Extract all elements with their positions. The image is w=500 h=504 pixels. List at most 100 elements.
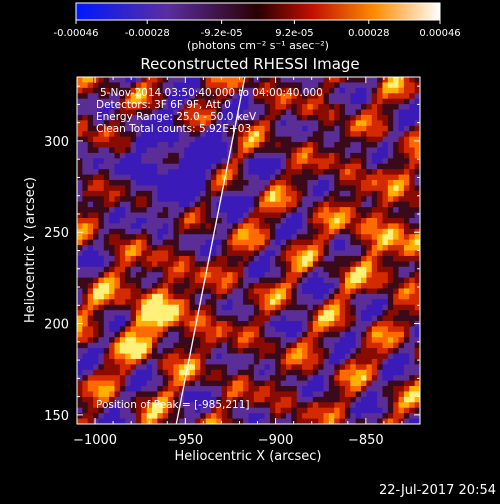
heatmap-cell [173,142,180,148]
heatmap-cell [334,109,341,116]
heatmap-cell [87,169,94,175]
heatmap-cell [194,277,201,284]
heatmap-cell [82,386,89,392]
heatmap-cell [184,261,190,268]
heatmap-cell [264,152,271,159]
heatmap-cell [141,315,148,322]
heatmap-cell [237,109,244,116]
heatmap-cell [409,185,416,192]
heatmap-cell [189,320,196,327]
heatmap-cell [248,185,255,192]
heatmap-cell [178,358,185,365]
heatmap-cell [307,174,314,181]
heatmap-cell [366,353,373,360]
heatmap-cell [291,163,298,170]
heatmap-cell [93,169,99,175]
heatmap-cell [130,326,137,333]
heatmap-cell [216,288,223,295]
heatmap-cell [227,93,233,100]
heatmap-cell [114,348,121,354]
heatmap-cell [109,326,115,333]
heatmap-cell [237,288,244,295]
heatmap-cell [232,413,239,419]
heatmap-cell [355,93,362,100]
heatmap-cell [355,369,362,376]
heatmap-cell [253,196,260,203]
heatmap-cell [157,375,164,382]
heatmap-cell [200,109,207,116]
heatmap-cell [296,136,303,143]
heatmap-cell [168,375,174,382]
heatmap-cell [82,185,89,192]
heatmap-cell [130,136,137,143]
heatmap-cell [318,277,324,284]
heatmap-cell [259,152,265,159]
heatmap-cell [393,196,399,203]
heatmap-cell [328,201,335,208]
heatmap-cell [323,277,330,284]
heatmap-cell [119,109,126,116]
heatmap-cell [382,342,389,349]
heatmap-cell [77,120,83,127]
heatmap-cell [296,391,303,398]
heatmap-cell [280,396,287,403]
heatmap-cell [194,77,201,83]
heatmap-cell [403,120,410,127]
heatmap-cell [318,402,324,409]
heatmap-cell [109,255,115,262]
heatmap-cell [275,353,282,360]
heatmap-cell [119,212,126,219]
heatmap-cell [205,109,212,116]
heatmap-cell [248,245,255,251]
heatmap-cell [205,185,212,192]
heatmap-cell [387,326,394,333]
heatmap-cell [227,109,233,116]
heatmap-cell [339,407,346,414]
heatmap-cell [296,125,303,132]
heatmap-cell [403,245,410,251]
heatmap-cell [339,131,346,138]
heatmap-cell [87,109,94,116]
heatmap-cell [371,407,378,414]
heatmap-cell [334,207,341,213]
heatmap-cell [216,234,223,241]
heatmap-cell [205,180,212,186]
heatmap-cell [318,337,324,344]
heatmap-cell [334,250,341,257]
heatmap-cell [125,185,131,192]
heatmap-cell [82,272,89,279]
heatmap-cell [141,342,148,349]
heatmap-cell [125,201,131,208]
heatmap-cell [361,228,367,235]
heatmap-cell [210,375,217,382]
heatmap-cell [243,142,249,148]
heatmap-cell [130,315,137,322]
heatmap-cell [184,234,190,241]
heatmap-cell [387,201,394,208]
heatmap-cell [387,310,394,316]
heatmap-cell [248,142,255,148]
heatmap-cell [382,250,389,257]
heatmap-cell [259,217,265,224]
heatmap-cell [323,234,330,241]
heatmap-cell [227,293,233,300]
heatmap-cell [253,380,260,387]
heatmap-cell [371,266,378,273]
heatmap-cell [194,304,201,311]
heatmap-cell [243,185,249,192]
heatmap-cell [77,396,83,403]
heatmap-cell [184,283,190,289]
heatmap-cell [146,326,153,333]
heatmap-cell [232,152,239,159]
heatmap-cell [168,364,174,371]
heatmap-cell [119,185,126,192]
heatmap-cell [130,364,137,371]
heatmap-cell [344,223,351,230]
heatmap-cell [109,353,115,360]
heatmap-cell [162,87,169,94]
heatmap-cell [135,261,142,268]
heatmap-cell [361,125,367,132]
heatmap-cell [119,326,126,333]
heatmap-cell [366,293,373,300]
heatmap-cell [275,337,282,344]
